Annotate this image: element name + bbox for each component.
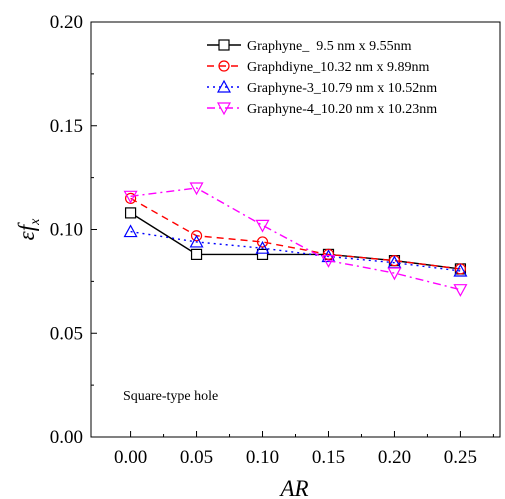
- data-point: [218, 60, 230, 72]
- data-point: [216, 79, 232, 93]
- data-point: [453, 284, 468, 297]
- y-axis-label: εfx: [14, 218, 43, 240]
- y-tick-label: 0.20: [50, 12, 83, 33]
- data-point: [123, 224, 138, 238]
- data-point: [124, 207, 137, 219]
- data-point: [190, 248, 203, 260]
- series-line: [130, 212, 461, 270]
- x-tick-label: 0.10: [246, 447, 279, 468]
- data-point: [256, 236, 269, 248]
- x-tick-label: 0.00: [114, 447, 147, 468]
- data-point: [218, 39, 230, 51]
- series-line: [130, 197, 461, 270]
- series-line: [130, 187, 461, 291]
- y-axis-label-subscript: x: [28, 218, 43, 226]
- data-point: [387, 267, 402, 281]
- legend-entry: Graphdiyne_10.32 nm x 9.89nm: [207, 60, 429, 75]
- y-tick-label: 0.05: [50, 323, 83, 344]
- y-axis-label-text: εfx: [14, 218, 43, 240]
- data-point: [255, 240, 270, 254]
- series-1: [124, 207, 467, 275]
- legend: Graphyne_ 9.5 nm x 9.55nm Graphdiyne_10.3…: [207, 39, 437, 117]
- x-tick-label: 0.25: [444, 447, 477, 468]
- legend-entry: Graphyne_ 9.5 nm x 9.55nm: [207, 39, 412, 54]
- x-tick-label: 0.20: [378, 447, 411, 468]
- x-axis-label: AR: [278, 476, 308, 499]
- legend-entry: Graphyne-3_10.79 nm x 10.52nm: [207, 79, 437, 96]
- annotation-label: Square-type hole: [123, 389, 218, 404]
- legend-label: Graphyne-3_10.79 nm x 10.52nm: [247, 81, 437, 96]
- legend-label: Graphyne-4_10.20 nm x 10.23nm: [247, 102, 437, 117]
- data-point: [216, 102, 232, 116]
- series-3: [123, 224, 468, 277]
- x-tick-label: 0.05: [180, 447, 213, 468]
- series-line: [130, 230, 461, 272]
- data-point: [123, 190, 138, 204]
- x-tick-label: 0.15: [312, 447, 345, 468]
- y-axis-label-main: εf: [14, 221, 39, 240]
- data-point: [190, 230, 203, 242]
- series-4: [123, 182, 468, 297]
- data-point: [321, 255, 336, 268]
- data-point: [256, 248, 269, 260]
- y-tick-label: 0.10: [50, 220, 83, 241]
- data-point: [189, 234, 204, 248]
- legend-label: Graphdiyne_10.32 nm x 9.89nm: [247, 60, 429, 75]
- legend-label: Graphyne_ 9.5 nm x 9.55nm: [247, 39, 412, 54]
- series-layer: [123, 182, 468, 297]
- data-point: [453, 263, 468, 277]
- data-point: [189, 182, 204, 196]
- y-tick-label: 0.00: [50, 427, 83, 448]
- legend-entry: Graphyne-4_10.20 nm x 10.23nm: [207, 102, 437, 117]
- data-point: [255, 219, 270, 233]
- axis-ticks: 0.00 0.05 0.10 0.15 0.20 0.25 0.00 0.05 0.10 0.15…: [50, 12, 494, 468]
- series-2: [124, 192, 467, 275]
- y-tick-label: 0.15: [50, 116, 83, 137]
